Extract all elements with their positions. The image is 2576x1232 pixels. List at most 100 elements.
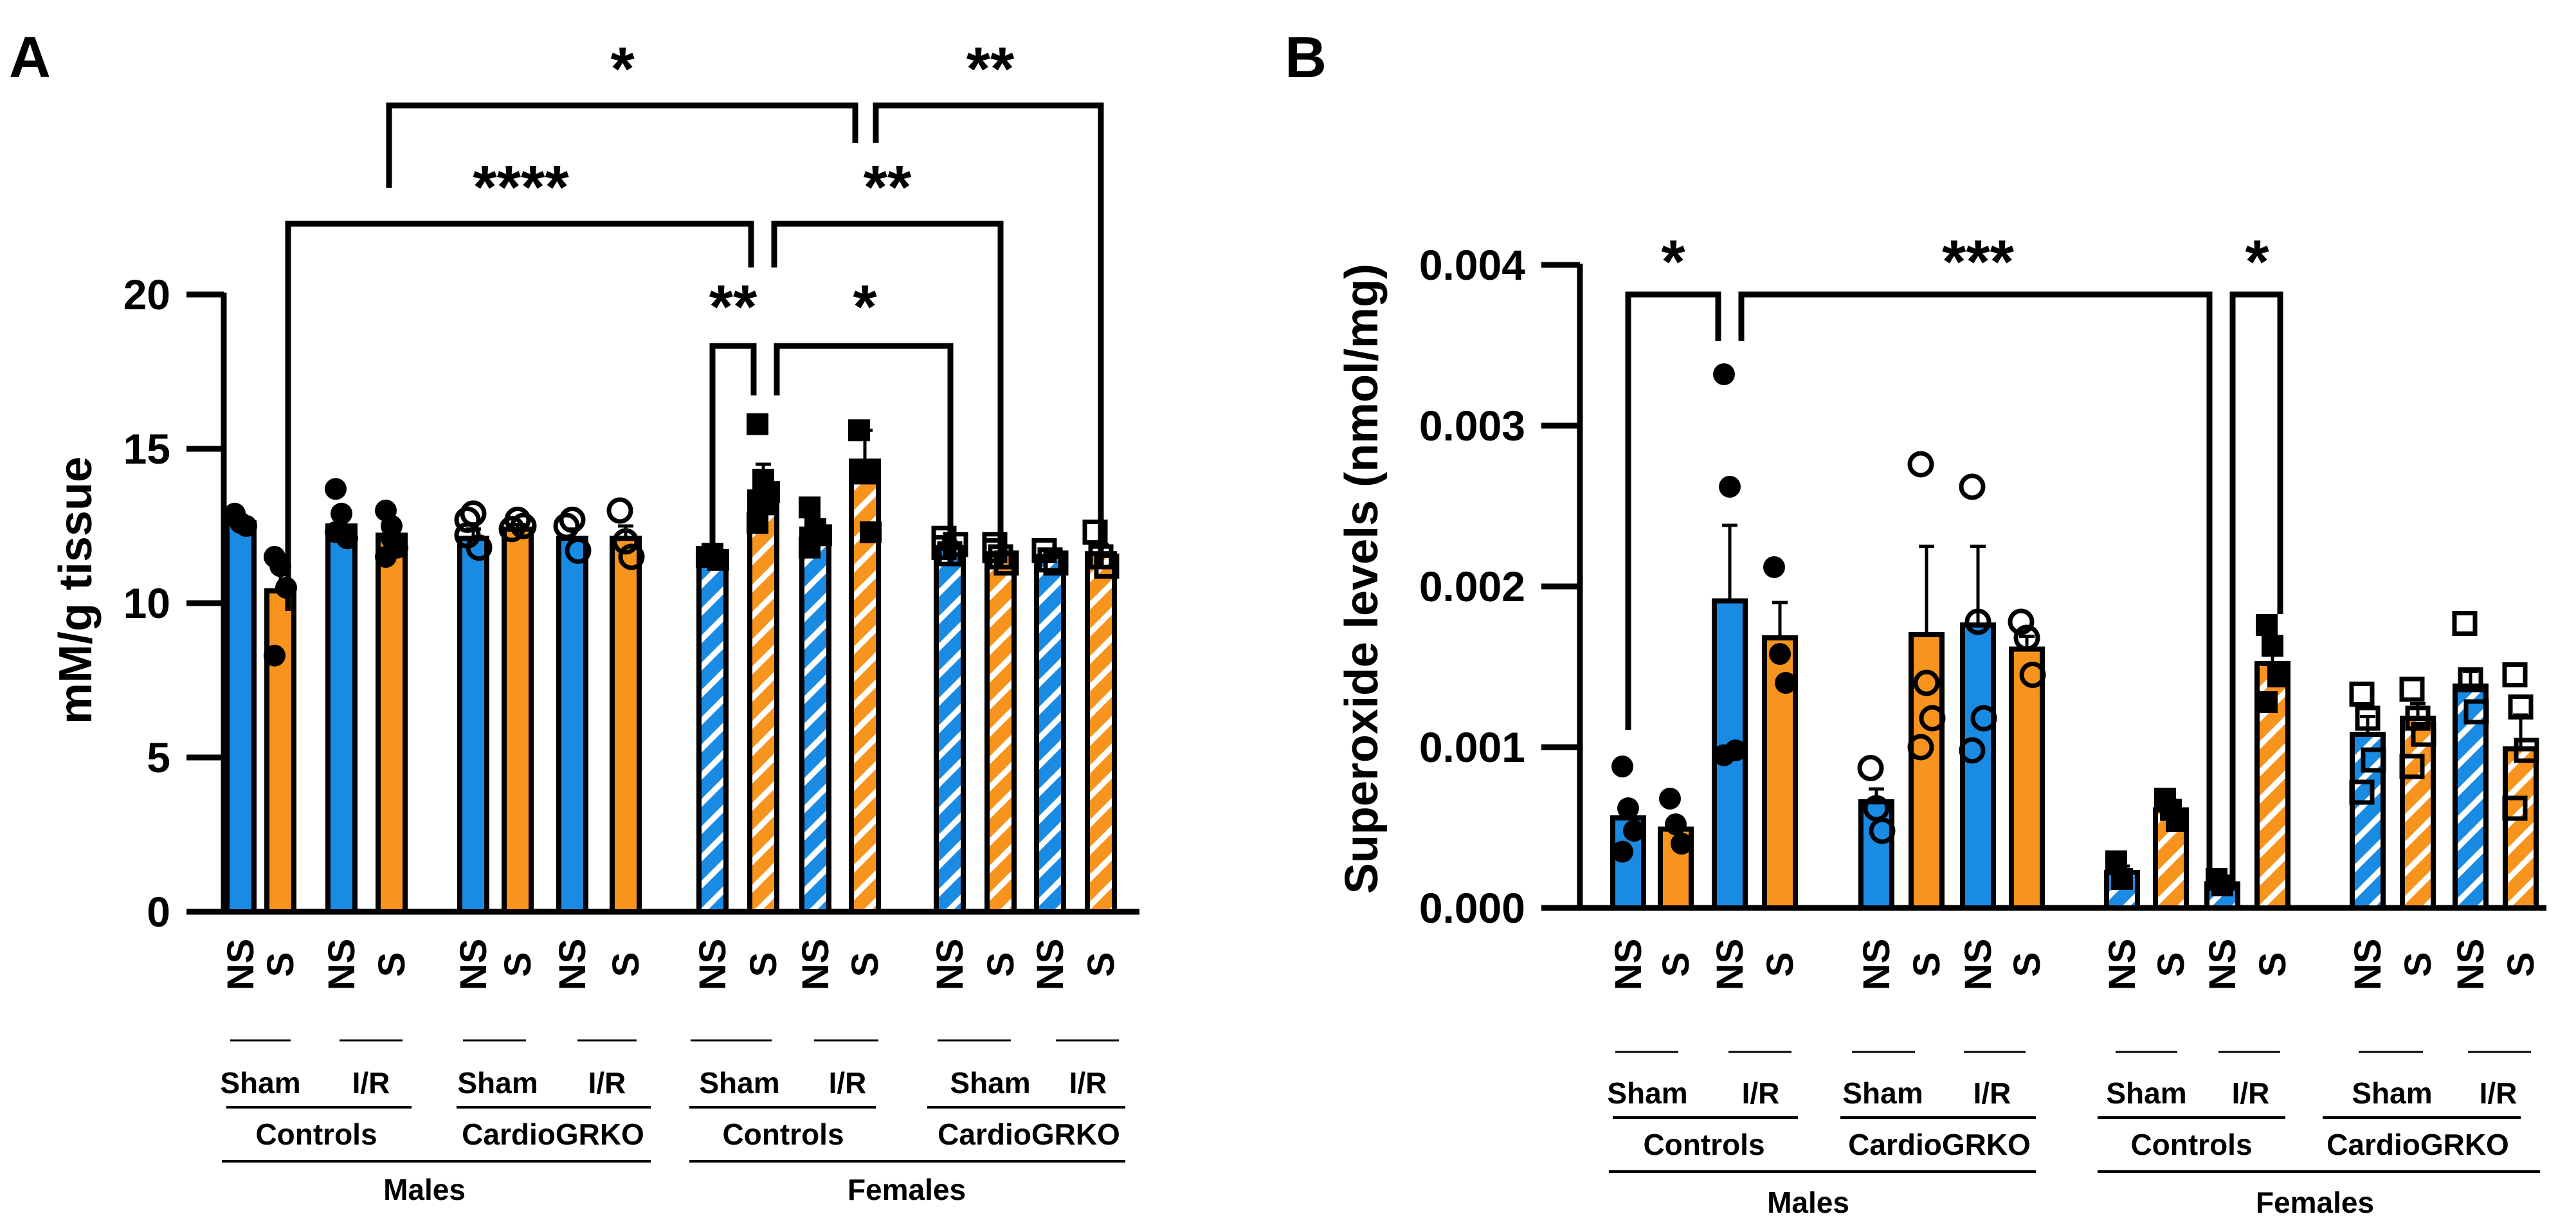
data-point — [2256, 614, 2278, 636]
data-point — [2463, 699, 2489, 725]
significance-marker: * — [2245, 228, 2269, 296]
panel-b-y-tick-label: 0.004 — [1419, 241, 1525, 289]
data-point — [2458, 667, 2483, 693]
data-point — [1037, 547, 1063, 573]
bar — [457, 536, 489, 914]
x-tick-label: S — [743, 952, 785, 977]
significance-bracket: ** — [771, 153, 1004, 566]
data-point — [2211, 874, 2233, 896]
data-point — [1671, 833, 1692, 855]
procedure-label-sham: Sham — [699, 1066, 779, 1100]
data-point — [2502, 795, 2528, 821]
panel-b-y-tick-label: 0.002 — [1419, 563, 1525, 610]
panel-b-y-axis-title: Superoxide levels (nmol/mg) — [1336, 264, 1388, 894]
genotype-label-cardiogrko: CardioGRKO — [938, 1118, 1120, 1151]
genotype-label-controls: Controls — [722, 1118, 844, 1151]
data-point — [1617, 797, 1639, 819]
x-tick-label: S — [1080, 952, 1122, 977]
bar — [556, 536, 588, 914]
data-point — [1959, 737, 1986, 764]
bar — [747, 489, 779, 914]
data-point — [2111, 868, 2133, 890]
data-point — [2405, 705, 2431, 731]
data-point — [1043, 550, 1069, 576]
data-point — [375, 546, 397, 568]
x-tick-label: S — [980, 952, 1022, 977]
bar — [2350, 732, 2386, 910]
data-point — [1082, 520, 1108, 545]
x-tick-label: NS — [321, 939, 363, 991]
significance-marker: ** — [709, 273, 757, 341]
procedure-label-ir: I/R — [352, 1066, 390, 1100]
panel-b-y-axis: 0.000 0.001 0.002 0.003 0.004 — [1419, 241, 1583, 932]
panel-a-significance-brackets: * ** **** ** ** * — [285, 35, 1104, 611]
procedure-label-ir: I/R — [1742, 1076, 1780, 1110]
significance-bracket: * — [774, 273, 954, 566]
bar — [1960, 622, 1996, 910]
bar — [696, 554, 729, 914]
x-tick-label: S — [2252, 952, 2294, 977]
data-point — [2399, 676, 2425, 702]
x-tick-label: NS — [453, 939, 494, 991]
data-point — [618, 543, 645, 570]
data-point — [510, 512, 537, 539]
bar — [376, 532, 408, 914]
data-point — [1775, 672, 1797, 694]
procedure-label-sham: Sham — [950, 1066, 1030, 1100]
x-tick-label: NS — [2450, 939, 2492, 991]
x-tick-label: S — [2006, 952, 2048, 977]
data-point — [931, 535, 957, 561]
bar — [984, 551, 1017, 914]
procedure-label-ir: I/R — [2232, 1076, 2270, 1110]
data-point — [325, 521, 347, 543]
x-tick-label: NS — [2101, 939, 2143, 991]
panel-b-group-labels: Sham I/R Sham I/R Sham I/R Sham I/R Cont… — [1607, 1051, 2540, 1219]
panel-a-y-tick-label: 5 — [147, 734, 170, 781]
data-point — [1869, 817, 1896, 844]
data-point — [854, 462, 876, 485]
data-point — [2008, 608, 2035, 635]
panel-a-group-labels: Sham I/R Sham I/R Sham I/R Sham I/R Cont… — [220, 1039, 1125, 1206]
sex-label-males: Males — [1767, 1186, 1849, 1219]
x-tick-label: S — [497, 952, 539, 977]
data-point — [2452, 611, 2478, 636]
x-tick-label: NS — [1856, 939, 1898, 991]
panel-a-y-tick-label: 20 — [123, 271, 170, 318]
data-point — [1970, 705, 1997, 732]
data-point — [860, 521, 882, 543]
panel-b-bars — [1610, 363, 2539, 910]
x-tick-label: NS — [929, 939, 971, 991]
data-point — [381, 527, 403, 550]
significance-bracket: * — [386, 35, 858, 188]
x-tick-label: S — [2397, 952, 2439, 977]
data-point — [454, 506, 481, 533]
data-point — [1964, 608, 1991, 635]
significance-bracket: * — [2229, 228, 2283, 891]
data-point — [331, 502, 352, 525]
data-point — [264, 644, 286, 667]
data-point — [2361, 747, 2386, 773]
sex-label-females: Females — [848, 1173, 966, 1206]
x-tick-label: NS — [552, 939, 594, 991]
procedure-label-ir: I/R — [1973, 1076, 2011, 1110]
data-point — [1907, 734, 1934, 761]
data-point — [1713, 744, 1735, 766]
significance-bracket: ** — [709, 273, 757, 566]
data-point — [1623, 820, 1645, 842]
data-point — [799, 496, 821, 519]
procedure-label-sham: Sham — [220, 1066, 300, 1100]
panel-b-y-tick-label: 0.003 — [1419, 402, 1525, 449]
data-point — [1907, 451, 1934, 478]
x-tick-label: S — [2500, 952, 2542, 977]
bar — [1034, 554, 1066, 914]
panel-b: B Superoxide levels (nmol/mg) 0.000 0.00… — [1285, 26, 2546, 1219]
data-point — [1719, 476, 1741, 498]
x-tick-label: NS — [1608, 939, 1649, 991]
data-point — [982, 538, 1008, 563]
procedure-label-ir: I/R — [1069, 1066, 1107, 1100]
procedure-label-sham: Sham — [1607, 1076, 1687, 1110]
data-point — [1611, 840, 1633, 863]
data-point — [325, 478, 347, 500]
significance-marker: * — [610, 35, 635, 104]
bar — [325, 523, 358, 914]
